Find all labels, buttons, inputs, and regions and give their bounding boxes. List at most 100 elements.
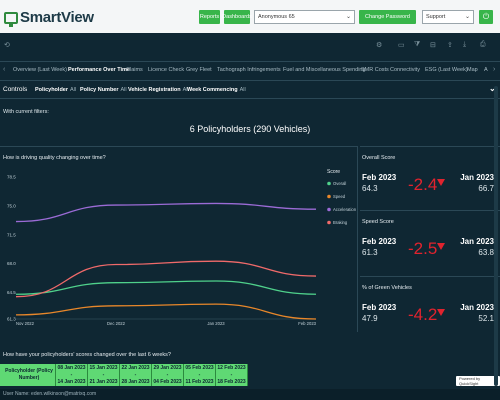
footer-bar: User Name: eden.wilkinson@matrixq.com <box>0 389 500 400</box>
week-start: 05 Feb 2023 - <box>185 364 214 378</box>
kpi-from-value: 61.3 <box>362 248 378 257</box>
table-header-week[interactable]: 05 Feb 2023 -11 Feb 2023 <box>184 364 216 386</box>
legend-marker <box>327 207 331 212</box>
kpi-from-value: 64.3 <box>362 184 378 193</box>
week-end: 11 Feb 2023 <box>185 378 214 385</box>
settings-icon[interactable]: ⚙ <box>376 42 383 49</box>
kpi-to-date: Jan 2023 <box>460 237 494 246</box>
kpi-to-date: Jan 2023 <box>460 173 494 182</box>
series-line-acceleration <box>15 202 317 223</box>
tab-claims[interactable]: Claims <box>126 67 143 73</box>
table-header-week[interactable]: 29 Jan 2023 -04 Feb 2023 <box>152 364 184 386</box>
week-end: 18 Feb 2023 <box>217 378 246 385</box>
kpi-to-value: 63.8 <box>478 248 494 257</box>
table-header-policyholder[interactable]: Policyholder (Policy Number) <box>0 364 56 386</box>
tab-grey-fleet[interactable]: Grey Fleet <box>186 67 212 73</box>
undo-icon[interactable]: ⟲ <box>4 42 10 49</box>
legend-label: Braking <box>333 220 348 225</box>
control-label: Week Commencing <box>187 87 238 93</box>
chart-question: How is driving quality changing over tim… <box>3 155 106 161</box>
comment-icon[interactable]: ▭ <box>398 42 405 49</box>
filter-icon[interactable]: ⧩ <box>414 41 421 48</box>
kpi-to-value: 66.7 <box>478 184 494 193</box>
kpi-overall-score[interactable]: Overall Score Feb 2023 64.3 -2.4 Jan 202… <box>360 146 500 208</box>
series-line-speed <box>15 303 317 320</box>
legend-label: Overall <box>333 181 346 186</box>
change-password-button[interactable]: Change Password <box>359 10 416 24</box>
legend-label: Speed <box>333 194 346 199</box>
logout-power-icon[interactable]: ⏻ <box>479 10 493 24</box>
legend-marker <box>327 194 331 199</box>
table-header-week[interactable]: 22 Jan 2023 -28 Jan 2023 <box>120 364 152 386</box>
kpi-from-date: Feb 2023 <box>362 237 397 246</box>
table-header-week[interactable]: 12 Feb 2023 -18 Feb 2023 <box>216 364 248 386</box>
tab-fuel-spending[interactable]: Fuel and Miscellaneous Spending <box>283 67 366 73</box>
tab-overview[interactable]: Overview (Last Week) <box>13 67 67 73</box>
share-icon[interactable]: ⇪ <box>447 42 453 49</box>
chevron-left-icon[interactable]: ‹ <box>3 66 6 73</box>
x-tick-label: Feb 2023 <box>298 321 316 326</box>
kpi-delta: -4.2 <box>408 305 438 324</box>
chevron-right-icon[interactable]: › <box>493 66 496 73</box>
tab-map[interactable]: Map <box>467 67 478 73</box>
kpi-to-date: Jan 2023 <box>460 303 494 312</box>
week-start: 08 Jan 2023 - <box>57 364 86 378</box>
week-start: 22 Jan 2023 - <box>121 364 150 378</box>
legend-marker <box>327 220 331 225</box>
control-value: All <box>182 87 189 93</box>
x-tick-label: Jan 2023 <box>207 321 225 326</box>
control-label: Policy Number <box>80 87 119 93</box>
vertical-scrollbar[interactable] <box>494 86 498 386</box>
x-tick-label: Dec 2022 <box>107 321 126 326</box>
support-select-value: Support <box>426 14 446 20</box>
control-policy-number[interactable]: Policy Number All <box>80 87 127 93</box>
download-icon[interactable]: ⤓ <box>463 41 467 48</box>
kpi-from-date: Feb 2023 <box>362 303 397 312</box>
sheet-tabs: ‹ Overview (Last Week) Performance Over … <box>0 61 500 81</box>
weekly-scores-table-header: Policyholder (Policy Number) 08 Jan 2023… <box>0 364 248 386</box>
tab-overflow[interactable]: A <box>484 67 488 73</box>
table-header-week[interactable]: 15 Jan 2023 -21 Jan 2023 <box>88 364 120 386</box>
support-select[interactable]: Support ⌄ <box>422 10 474 24</box>
tab-licence-check[interactable]: Licence Check <box>148 67 185 73</box>
y-tick-label: 64.5 <box>7 290 16 295</box>
driving-quality-chart-panel: How is driving quality changing over tim… <box>0 146 358 332</box>
legend-marker <box>327 181 331 186</box>
tab-connectivity[interactable]: Connectivity <box>390 67 420 73</box>
weekly-scores-question: How have your policyholders' scores chan… <box>3 352 171 358</box>
control-value: All <box>70 87 77 93</box>
series-line-overall <box>15 280 317 295</box>
week-start: 29 Jan 2023 - <box>153 364 182 378</box>
bookmark-icon[interactable]: ⊟ <box>430 42 436 49</box>
y-tick-label: 75.0 <box>7 203 16 208</box>
kpi-speed-score[interactable]: Speed Score Feb 2023 61.3 -2.5 Jan 2023 … <box>360 210 500 272</box>
kpi-delta: -2.5 <box>408 239 438 258</box>
controls-bar: Controls Policyholder All Policy Number Al… <box>0 83 500 99</box>
reports-button[interactable]: Reports <box>199 10 220 24</box>
tab-tachograph-infringements[interactable]: Tachograph Infringements <box>217 67 281 73</box>
table-header-week[interactable]: 08 Jan 2023 -14 Jan 2023 <box>56 364 88 386</box>
chevron-down-icon[interactable]: ⌄ <box>489 84 496 93</box>
tab-performance-over-time[interactable]: Performance Over Time <box>68 67 130 73</box>
print-icon[interactable]: ⎙ <box>480 41 486 48</box>
app-logo[interactable]: SmartView <box>4 9 94 27</box>
filters-label: With current filters: <box>3 109 49 115</box>
dashboards-button[interactable]: Dashboards <box>222 10 252 24</box>
control-policyholder[interactable]: Policyholder All <box>35 87 76 93</box>
control-label: Policyholder <box>35 87 69 93</box>
account-select[interactable]: Anonymous 65 ⌄ <box>254 10 355 24</box>
tab-smr-costs[interactable]: SMR Costs <box>361 67 389 73</box>
legend-title: Score <box>327 169 340 175</box>
y-tick-label: 68.0 <box>7 261 16 266</box>
kpi-green-vehicles[interactable]: % of Green Vehicles Feb 2023 47.9 -4.2 J… <box>360 276 500 338</box>
kpi-delta: -2.4 <box>408 175 438 194</box>
legend-label: Acceleration <box>333 207 357 212</box>
control-week-commencing[interactable]: Week Commencing All <box>187 87 246 93</box>
tab-esg[interactable]: ESG (Last Week) <box>425 67 468 73</box>
y-tick-label: 71.5 <box>7 232 16 237</box>
chevron-down-icon: ⌄ <box>464 14 470 20</box>
series-line-braking <box>15 260 317 298</box>
control-vehicle-registration[interactable]: Vehicle Registration All <box>128 87 189 93</box>
account-select-value: Anonymous 65 <box>258 14 295 20</box>
